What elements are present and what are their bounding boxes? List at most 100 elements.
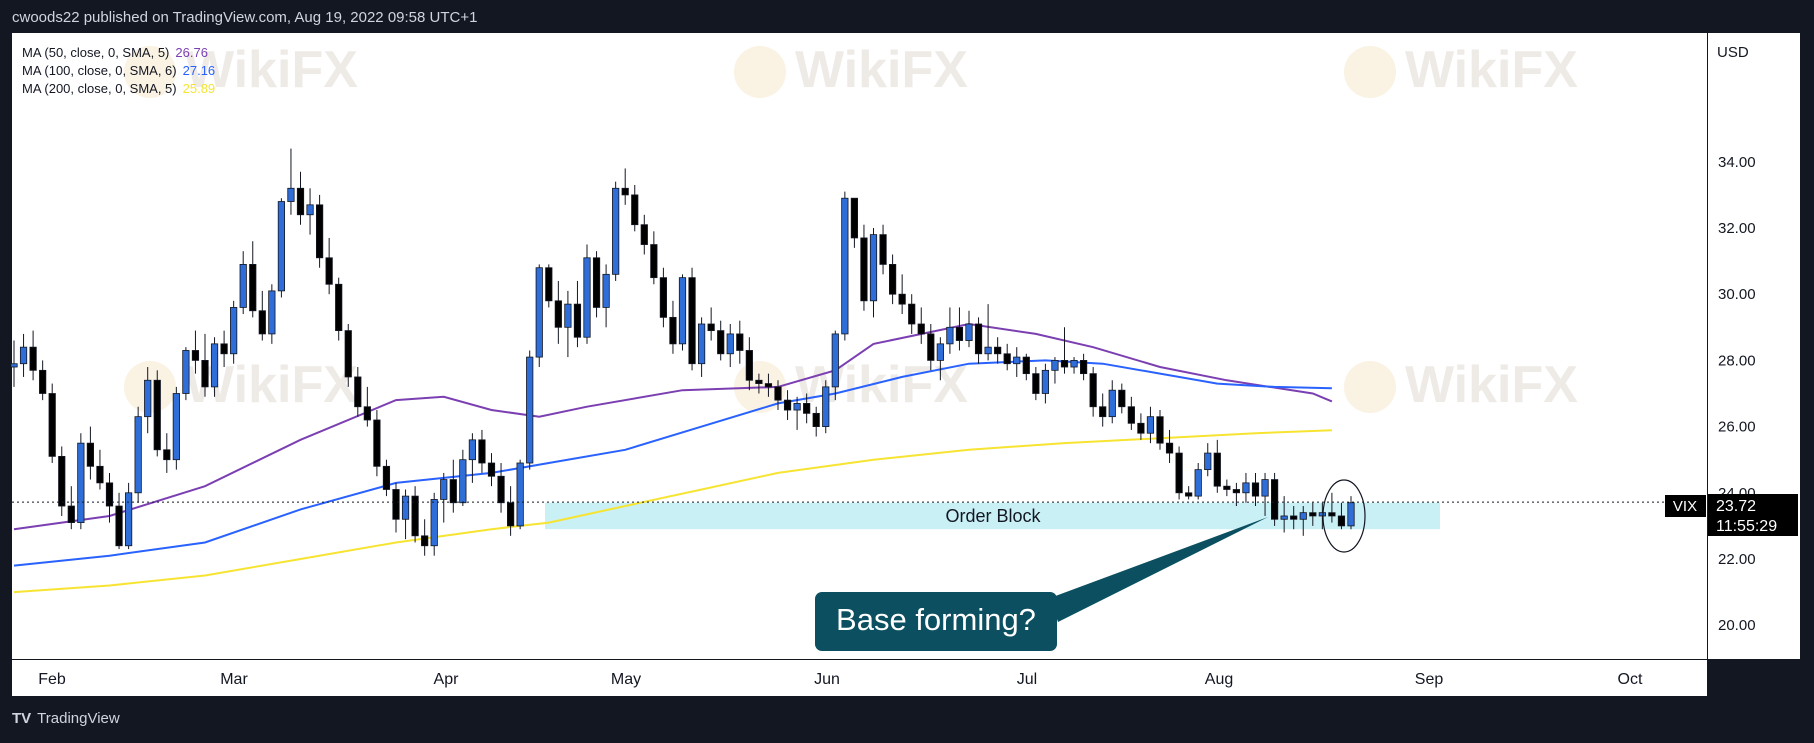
candle-body	[783, 399, 792, 411]
candle-body	[1051, 359, 1059, 371]
candle-body	[1070, 359, 1078, 368]
candle-body	[115, 505, 123, 547]
candle-body	[1271, 479, 1279, 520]
candle-body	[153, 379, 161, 451]
candle-body	[354, 376, 362, 408]
candle-body	[1089, 373, 1097, 408]
time-axis-panel[interactable]	[12, 660, 1707, 696]
watermark-text: WikiFX	[1405, 356, 1578, 414]
candle-body	[258, 310, 266, 335]
candle-body	[1213, 452, 1221, 487]
candle-body	[879, 234, 887, 265]
x-tick-label: Jun	[814, 671, 840, 688]
candle-body	[640, 224, 648, 245]
candle-body	[545, 267, 553, 302]
y-tick-label: 20.00	[1718, 617, 1756, 634]
x-tick-label: Oct	[1618, 671, 1643, 688]
candle-body	[736, 333, 744, 351]
legend-value: 25.89	[182, 81, 216, 96]
candle-body	[898, 293, 906, 305]
candle-body	[592, 257, 601, 308]
legend-item-ma200[interactable]: MA (200, close, 0, SMA, 5) 25.89	[22, 80, 215, 98]
candle-body	[669, 316, 677, 345]
candle-body	[1204, 452, 1212, 471]
ma-line-2	[13, 429, 1332, 594]
candle-body	[77, 442, 85, 523]
y-tick-label: 32.00	[1718, 220, 1756, 237]
candle-body	[841, 197, 849, 335]
candle-body	[125, 492, 133, 547]
candle-body	[917, 323, 925, 335]
candle-body	[1032, 373, 1040, 394]
ma-line-0	[13, 322, 1333, 531]
watermark-text: WikiFX	[185, 41, 358, 99]
legend-value: 26.76	[175, 45, 208, 60]
candle-body	[822, 386, 830, 428]
candle-body	[612, 187, 620, 275]
candle-body	[392, 489, 400, 520]
candle-body	[335, 283, 343, 332]
candle-body	[831, 333, 839, 388]
candle-body	[191, 350, 200, 361]
candle-body	[478, 439, 486, 464]
candle-body	[411, 495, 419, 537]
candle-body	[105, 482, 114, 507]
candle-body	[936, 343, 944, 361]
symbol-tag-box	[1665, 495, 1706, 517]
candle-body	[1099, 406, 1107, 418]
candle-body	[650, 244, 658, 279]
y-tick-label: 22.00	[1718, 551, 1756, 568]
candle-body	[468, 439, 477, 461]
candle-body	[1013, 356, 1021, 365]
candle-body	[583, 257, 591, 338]
candle-body	[315, 204, 324, 259]
candle-body	[726, 333, 734, 355]
candle-body	[1060, 359, 1069, 368]
candle-body	[955, 326, 964, 341]
candle-body	[1175, 452, 1183, 494]
candle-body	[10, 363, 18, 368]
ma-legend: MA (50, close, 0, SMA, 5) 26.76 MA (100, …	[22, 44, 215, 98]
candle-body	[793, 403, 801, 411]
legend-item-ma100[interactable]: MA (100, close, 0, SMA, 6) 27.16	[22, 62, 215, 80]
candle-body	[1185, 492, 1193, 497]
candle-body	[1299, 512, 1307, 520]
price-tag: VIX 23.72 11:55:29	[1665, 494, 1798, 536]
price-axis: USD 20.0022.0024.0026.0028.0030.0032.003…	[1717, 44, 1756, 634]
watermark-logo-icon	[1344, 46, 1396, 98]
candle-body	[573, 303, 582, 338]
candle-body	[1309, 512, 1317, 517]
price-axis-panel[interactable]	[1708, 33, 1800, 659]
callout-text: Base forming?	[836, 602, 1036, 637]
candle-body	[1261, 479, 1269, 497]
candle-body	[1127, 406, 1135, 424]
candle-body	[306, 204, 314, 216]
candle-body	[803, 403, 811, 414]
tradingview-logo-icon: TV	[12, 710, 32, 727]
candle-body	[526, 356, 534, 464]
candle-body	[745, 350, 753, 381]
legend-label: MA (200, close, 0, SMA, 5)	[22, 81, 177, 96]
candle-body	[201, 359, 209, 388]
x-tick-label: Jul	[1017, 671, 1037, 688]
x-tick-label: Sep	[1415, 671, 1444, 688]
watermark-text: WikiFX	[795, 356, 968, 414]
candle-body	[344, 330, 352, 378]
candle-body	[535, 267, 543, 358]
footer-brand[interactable]: TV TradingView	[12, 710, 120, 732]
candle-body	[1337, 515, 1346, 527]
legend-item-ma50[interactable]: MA (50, close, 0, SMA, 5) 26.76	[22, 44, 215, 62]
legend-label: MA (100, close, 0, SMA, 6)	[22, 63, 177, 78]
y-tick-label: 34.00	[1718, 154, 1756, 171]
candle-body	[449, 479, 457, 504]
candle-body	[1080, 359, 1088, 375]
x-tick-label: May	[611, 671, 641, 688]
candle-body	[774, 386, 782, 401]
brand-name: TradingView	[37, 710, 120, 727]
watermark-logo-icon	[124, 46, 176, 98]
chart-panel[interactable]	[12, 33, 1707, 659]
candle-body	[602, 273, 610, 308]
candle-body	[459, 459, 467, 504]
